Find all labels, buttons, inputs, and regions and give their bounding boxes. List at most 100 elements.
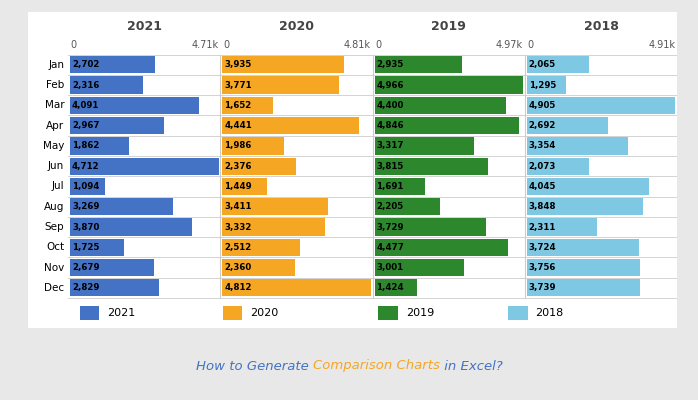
Text: Nov: Nov bbox=[44, 262, 64, 272]
Text: 3,411: 3,411 bbox=[224, 202, 252, 211]
Text: 2,679: 2,679 bbox=[72, 263, 100, 272]
Bar bbox=[527, 178, 649, 195]
Bar bbox=[527, 97, 675, 114]
Bar bbox=[527, 239, 639, 256]
Text: 3,724: 3,724 bbox=[528, 243, 556, 252]
Text: 3,870: 3,870 bbox=[72, 222, 99, 232]
Text: 1,691: 1,691 bbox=[376, 182, 404, 191]
Text: 2,360: 2,360 bbox=[224, 263, 251, 272]
Text: 4,477: 4,477 bbox=[376, 243, 404, 252]
Bar bbox=[375, 198, 440, 215]
Text: 2,376: 2,376 bbox=[224, 162, 252, 171]
Text: 3,269: 3,269 bbox=[72, 202, 99, 211]
Bar bbox=[375, 137, 473, 154]
Bar bbox=[70, 158, 218, 175]
Text: 2,311: 2,311 bbox=[528, 222, 556, 232]
Text: 2020: 2020 bbox=[250, 308, 279, 318]
Text: 1,652: 1,652 bbox=[224, 101, 251, 110]
Text: 2,065: 2,065 bbox=[528, 60, 556, 69]
Text: 4,441: 4,441 bbox=[224, 121, 252, 130]
Text: 3,935: 3,935 bbox=[224, 60, 251, 69]
Bar bbox=[527, 158, 589, 175]
Bar bbox=[70, 117, 163, 134]
Bar bbox=[375, 178, 425, 195]
Bar bbox=[223, 306, 242, 320]
Text: 1,862: 1,862 bbox=[72, 142, 99, 150]
Text: in Excel?: in Excel? bbox=[440, 360, 503, 372]
Text: 2,205: 2,205 bbox=[376, 202, 403, 211]
Text: 1,094: 1,094 bbox=[72, 182, 99, 191]
Bar bbox=[223, 97, 274, 114]
Text: 0: 0 bbox=[70, 40, 77, 50]
Text: Jul: Jul bbox=[52, 182, 64, 192]
Text: Jan: Jan bbox=[48, 60, 64, 70]
Text: Aug: Aug bbox=[44, 202, 64, 212]
Text: 4,905: 4,905 bbox=[528, 101, 556, 110]
Bar bbox=[375, 97, 506, 114]
Text: Jun: Jun bbox=[48, 161, 64, 171]
Bar bbox=[70, 137, 128, 154]
Text: 4.81k: 4.81k bbox=[343, 40, 371, 50]
Bar bbox=[70, 239, 124, 256]
Text: 0: 0 bbox=[376, 40, 381, 50]
Text: 2,829: 2,829 bbox=[72, 283, 99, 292]
Bar bbox=[375, 259, 464, 276]
Text: Apr: Apr bbox=[46, 121, 64, 131]
Bar bbox=[378, 306, 398, 320]
Bar bbox=[527, 56, 589, 74]
Text: 2019: 2019 bbox=[406, 308, 434, 318]
Bar bbox=[70, 218, 192, 236]
Bar bbox=[223, 239, 300, 256]
Text: Dec: Dec bbox=[44, 283, 64, 293]
Text: How to Generate: How to Generate bbox=[195, 360, 313, 372]
Bar bbox=[223, 178, 267, 195]
Text: 2,512: 2,512 bbox=[224, 243, 251, 252]
Text: 3,729: 3,729 bbox=[376, 222, 404, 232]
Text: 2,702: 2,702 bbox=[72, 60, 99, 69]
Text: Feb: Feb bbox=[46, 80, 64, 90]
Text: 0: 0 bbox=[528, 40, 533, 50]
Text: 2,073: 2,073 bbox=[528, 162, 556, 171]
Text: 4.97k: 4.97k bbox=[496, 40, 523, 50]
Text: 1,449: 1,449 bbox=[224, 182, 252, 191]
Bar bbox=[375, 279, 417, 296]
Text: 1,424: 1,424 bbox=[376, 283, 404, 292]
Text: 1,725: 1,725 bbox=[72, 243, 99, 252]
Bar bbox=[527, 279, 640, 296]
Text: 4,045: 4,045 bbox=[528, 182, 556, 191]
Text: 3,317: 3,317 bbox=[376, 142, 404, 150]
Text: 4,846: 4,846 bbox=[376, 121, 404, 130]
Text: 3,756: 3,756 bbox=[528, 263, 556, 272]
Bar bbox=[223, 218, 325, 236]
Bar bbox=[223, 198, 327, 215]
Bar bbox=[375, 158, 489, 175]
Text: 2021: 2021 bbox=[107, 308, 135, 318]
Bar bbox=[527, 137, 628, 154]
Bar bbox=[70, 279, 159, 296]
Bar bbox=[80, 306, 99, 320]
Bar bbox=[70, 97, 199, 114]
Text: 3,771: 3,771 bbox=[224, 80, 252, 90]
Text: 2019: 2019 bbox=[431, 20, 466, 33]
Text: Comparison Charts: Comparison Charts bbox=[313, 360, 440, 372]
Bar bbox=[70, 56, 155, 74]
Text: 3,815: 3,815 bbox=[376, 162, 403, 171]
Text: 1,295: 1,295 bbox=[528, 80, 556, 90]
Bar bbox=[375, 76, 523, 94]
Text: 3,332: 3,332 bbox=[224, 222, 252, 232]
Text: 3,848: 3,848 bbox=[528, 202, 556, 211]
Text: 3,001: 3,001 bbox=[376, 263, 403, 272]
Bar bbox=[508, 306, 528, 320]
Bar bbox=[375, 56, 462, 74]
Bar bbox=[527, 76, 566, 94]
Text: 2021: 2021 bbox=[127, 20, 162, 33]
Bar bbox=[223, 259, 295, 276]
Bar bbox=[70, 198, 173, 215]
Text: Mar: Mar bbox=[45, 100, 64, 110]
Text: 3,739: 3,739 bbox=[528, 283, 556, 292]
Text: 3,354: 3,354 bbox=[528, 142, 556, 150]
Bar bbox=[223, 117, 359, 134]
Text: 0: 0 bbox=[223, 40, 229, 50]
Bar bbox=[70, 76, 143, 94]
Bar bbox=[527, 198, 643, 215]
